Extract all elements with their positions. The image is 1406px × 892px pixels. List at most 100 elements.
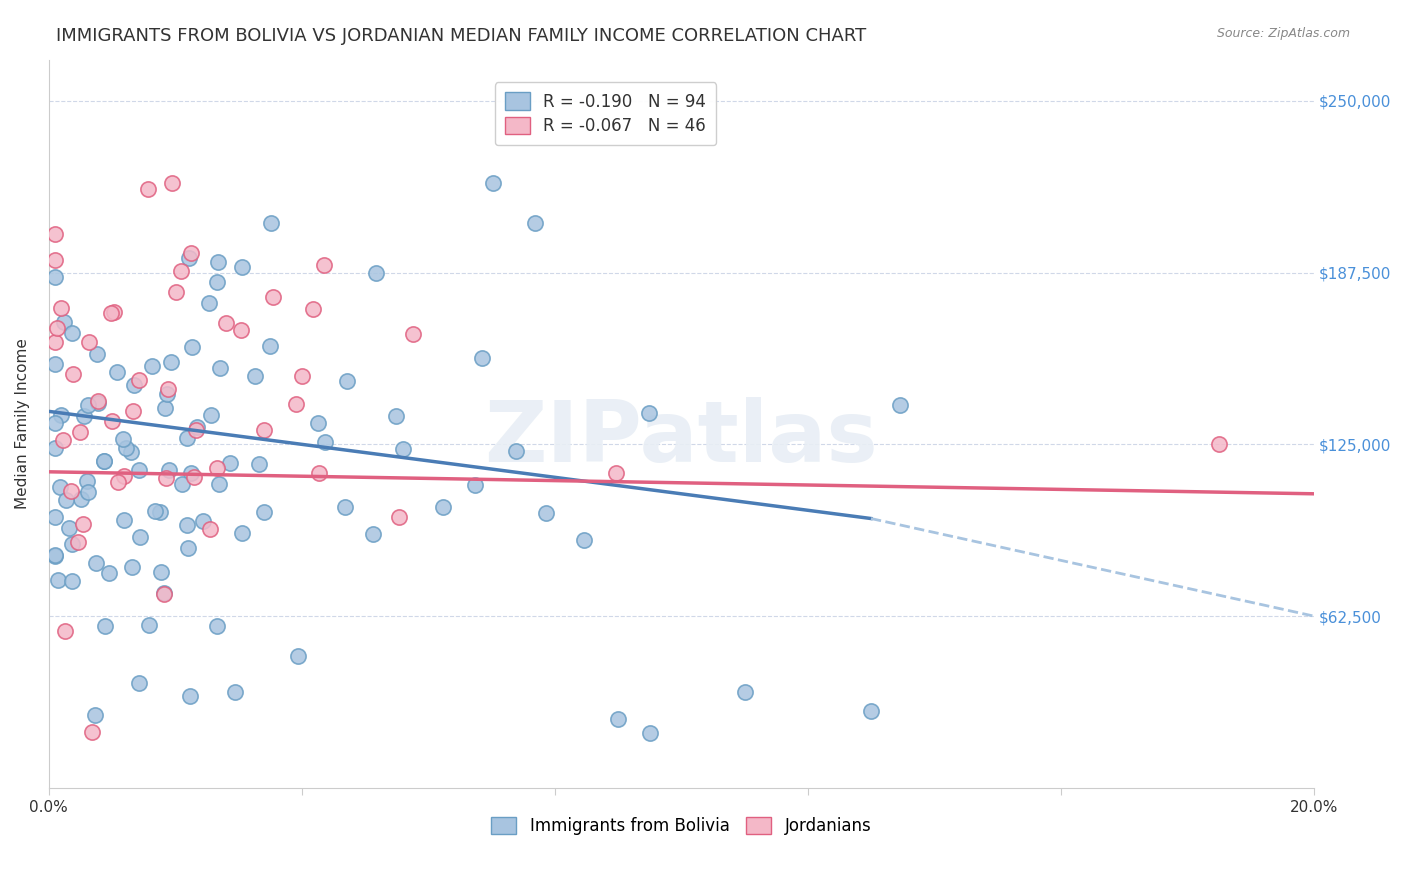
Point bbox=[224, 685, 246, 699]
Point bbox=[121, 559, 143, 574]
Point bbox=[55, 493, 77, 508]
Point bbox=[193, 514, 215, 528]
Point bbox=[153, 401, 176, 415]
Point bbox=[205, 276, 228, 290]
Point bbox=[100, 414, 122, 428]
Point bbox=[184, 424, 207, 438]
Point bbox=[76, 475, 98, 489]
Point bbox=[207, 461, 229, 475]
Point bbox=[141, 359, 163, 374]
Point bbox=[253, 423, 276, 437]
Point bbox=[253, 504, 276, 518]
Point bbox=[112, 513, 135, 527]
Point bbox=[219, 456, 242, 470]
Point bbox=[44, 269, 66, 284]
Point bbox=[44, 357, 66, 371]
Point bbox=[94, 619, 117, 633]
Point bbox=[180, 466, 202, 480]
Point bbox=[120, 444, 142, 458]
Point bbox=[44, 548, 66, 562]
Point bbox=[98, 566, 121, 580]
Point bbox=[176, 518, 198, 533]
Point bbox=[402, 326, 425, 341]
Point bbox=[534, 506, 557, 520]
Point bbox=[136, 182, 159, 196]
Point bbox=[93, 453, 115, 467]
Point bbox=[44, 442, 66, 456]
Point bbox=[308, 466, 330, 480]
Point bbox=[336, 374, 359, 388]
Point bbox=[58, 521, 80, 535]
Point bbox=[52, 433, 75, 447]
Point bbox=[183, 470, 205, 484]
Point bbox=[115, 441, 138, 455]
Point bbox=[86, 347, 108, 361]
Point bbox=[87, 394, 110, 409]
Point bbox=[100, 306, 122, 320]
Point bbox=[44, 416, 66, 430]
Point bbox=[170, 476, 193, 491]
Point bbox=[385, 409, 408, 423]
Point bbox=[112, 469, 135, 483]
Y-axis label: Median Family Income: Median Family Income bbox=[15, 338, 30, 509]
Point bbox=[45, 321, 67, 335]
Point bbox=[60, 537, 83, 551]
Point bbox=[46, 573, 69, 587]
Legend: Immigrants from Bolivia, Jordanians: Immigrants from Bolivia, Jordanians bbox=[481, 807, 882, 845]
Point bbox=[505, 444, 527, 458]
Point bbox=[207, 476, 229, 491]
Point bbox=[572, 533, 595, 548]
Point bbox=[432, 500, 454, 515]
Point bbox=[605, 466, 627, 480]
Point bbox=[60, 483, 83, 498]
Point bbox=[523, 217, 546, 231]
Point bbox=[80, 724, 103, 739]
Point bbox=[128, 676, 150, 690]
Point bbox=[245, 369, 267, 384]
Point bbox=[176, 431, 198, 445]
Point bbox=[180, 340, 202, 354]
Point bbox=[177, 541, 200, 556]
Point bbox=[159, 463, 181, 477]
Point bbox=[179, 689, 201, 703]
Point bbox=[205, 619, 228, 633]
Point bbox=[180, 245, 202, 260]
Point bbox=[247, 457, 270, 471]
Point bbox=[388, 510, 411, 524]
Point bbox=[105, 365, 128, 379]
Point bbox=[177, 251, 200, 265]
Point bbox=[262, 290, 284, 304]
Point bbox=[361, 526, 384, 541]
Point bbox=[638, 406, 661, 420]
Point bbox=[122, 403, 145, 417]
Point bbox=[155, 471, 177, 485]
Point bbox=[124, 377, 146, 392]
Point bbox=[482, 176, 505, 190]
Point bbox=[607, 712, 630, 726]
Point bbox=[259, 339, 281, 353]
Point bbox=[200, 522, 222, 536]
Point bbox=[392, 442, 415, 457]
Point bbox=[157, 382, 180, 396]
Point bbox=[149, 565, 172, 579]
Point bbox=[53, 315, 76, 329]
Point bbox=[76, 484, 98, 499]
Point bbox=[333, 500, 356, 514]
Point bbox=[231, 260, 253, 275]
Point bbox=[364, 266, 387, 280]
Point bbox=[160, 355, 183, 369]
Point bbox=[49, 408, 72, 422]
Point bbox=[77, 334, 100, 349]
Point bbox=[149, 505, 172, 519]
Point bbox=[44, 227, 66, 241]
Point bbox=[207, 255, 229, 269]
Point bbox=[67, 535, 90, 549]
Point bbox=[72, 516, 94, 531]
Point bbox=[51, 301, 73, 315]
Point bbox=[170, 264, 193, 278]
Point bbox=[260, 216, 283, 230]
Point bbox=[471, 351, 494, 365]
Point bbox=[84, 708, 107, 723]
Point bbox=[73, 409, 96, 424]
Point bbox=[153, 586, 176, 600]
